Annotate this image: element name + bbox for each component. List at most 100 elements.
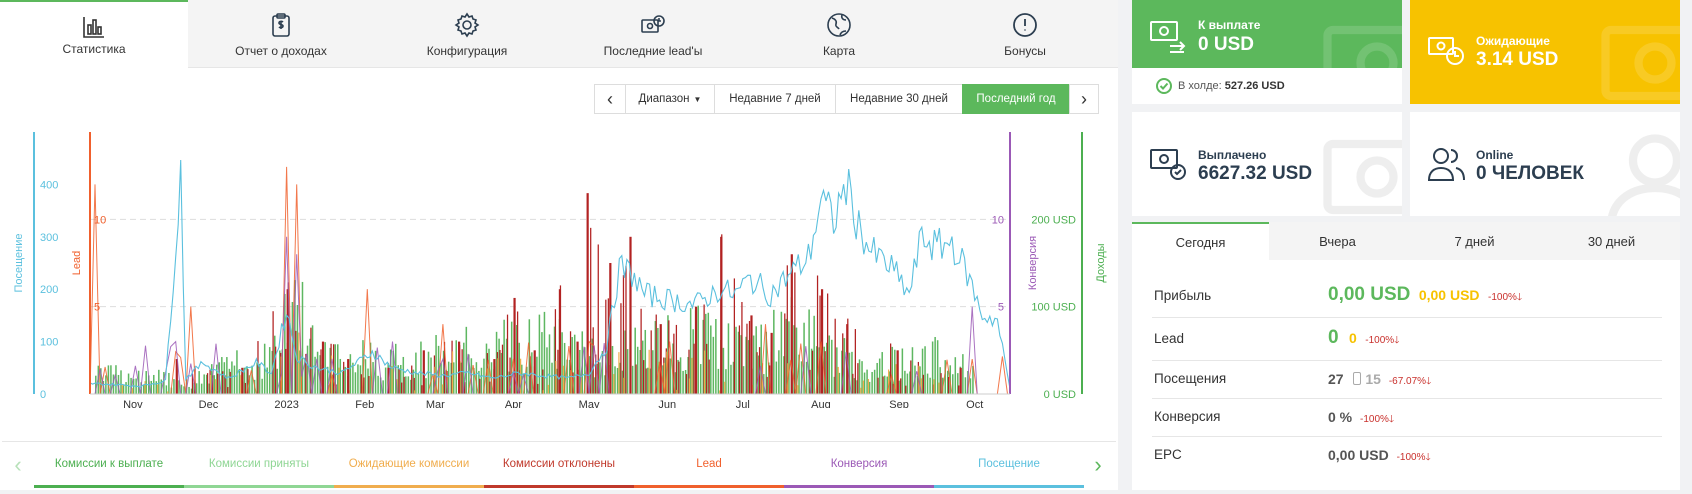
earnings-bar bbox=[904, 370, 906, 394]
legend-item[interactable]: Lead bbox=[634, 442, 784, 488]
rejected-bar bbox=[675, 324, 678, 394]
earnings-bar bbox=[180, 384, 183, 394]
rejected-bar bbox=[272, 311, 274, 394]
pending-bar bbox=[167, 391, 169, 394]
earnings-bar bbox=[740, 335, 742, 394]
range-30-days-button[interactable]: Недавние 30 дней bbox=[835, 84, 963, 114]
tab-label: Последние lead'ы bbox=[603, 44, 703, 58]
pending-bar bbox=[131, 388, 134, 394]
pending-value: 3.14 USD bbox=[1476, 49, 1559, 70]
tab-configuration[interactable]: Конфигурация bbox=[374, 0, 560, 68]
rejected-bar bbox=[464, 382, 466, 394]
main-tabs: Статистика Отчет о доходах Конфигурация … bbox=[0, 0, 1118, 69]
earnings-bar bbox=[936, 340, 939, 394]
earnings-bar bbox=[752, 335, 755, 394]
earnings-bar bbox=[946, 370, 949, 394]
arrow-down-icon: 🡓 bbox=[1426, 376, 1432, 387]
tab-30-days[interactable]: 30 дней bbox=[1543, 222, 1680, 260]
rejected-bar bbox=[733, 278, 735, 394]
earnings-bar bbox=[836, 347, 838, 394]
rejected-bar bbox=[678, 361, 680, 394]
conversion-tick: 5 bbox=[998, 302, 1004, 314]
earnings-bar bbox=[289, 323, 291, 394]
range-last-year-button[interactable]: Последний год bbox=[962, 84, 1070, 114]
pending-bar bbox=[451, 351, 454, 394]
hold-label: В холде: bbox=[1178, 80, 1222, 92]
earnings-bar bbox=[274, 335, 276, 394]
online-title: Online bbox=[1476, 148, 1514, 162]
earnings-bar bbox=[848, 352, 851, 394]
online-value: 0 ЧЕЛОВЕК bbox=[1476, 163, 1584, 184]
visits-tick: 400 bbox=[40, 179, 58, 191]
legend-next-button[interactable]: › bbox=[1082, 442, 1114, 488]
earnings-bar bbox=[284, 293, 286, 394]
x-tick: Aug bbox=[811, 399, 831, 408]
legend-item[interactable]: Ожидающие комиссии bbox=[334, 442, 484, 488]
tab-statistics[interactable]: Статистика bbox=[0, 0, 188, 69]
earnings-bar bbox=[392, 350, 394, 394]
range-dropdown[interactable]: Диапазон ▼ bbox=[625, 84, 715, 114]
earnings-bar bbox=[226, 357, 228, 394]
pending-bar bbox=[441, 384, 444, 394]
earnings-bar bbox=[962, 354, 964, 394]
stat-row-lead: Lead 0 0 -100%🡓 bbox=[1152, 318, 1662, 361]
tab-yesterday[interactable]: Вчера bbox=[1269, 222, 1406, 260]
legend-item[interactable]: Комиссии отклонены bbox=[484, 442, 634, 488]
rejected-bar bbox=[659, 324, 662, 394]
pending-bar bbox=[691, 357, 693, 394]
pending-bar bbox=[862, 380, 865, 394]
earnings-bar bbox=[614, 366, 616, 394]
earnings-bar bbox=[944, 360, 946, 394]
tab-today[interactable]: Сегодня bbox=[1132, 222, 1269, 260]
earnings-bar bbox=[304, 357, 306, 394]
earnings-bar bbox=[188, 386, 190, 394]
rejected-bar bbox=[854, 329, 856, 394]
legend-prev-button[interactable]: ‹ bbox=[2, 442, 34, 488]
range-prev-button[interactable]: ‹ bbox=[594, 84, 626, 114]
earnings-bar bbox=[309, 338, 311, 394]
tab-map[interactable]: Карта bbox=[746, 0, 932, 68]
legend-item[interactable]: Конверсия bbox=[784, 442, 934, 488]
rejected-bar bbox=[285, 348, 287, 394]
pending-bar bbox=[618, 352, 620, 394]
pending-bar bbox=[209, 375, 212, 394]
earnings-bar bbox=[601, 351, 604, 394]
legend-item[interactable]: Комиссии к выплате bbox=[34, 442, 184, 488]
earnings-bar bbox=[810, 348, 813, 394]
earnings-bar bbox=[518, 342, 521, 394]
legend-item[interactable]: Посещение bbox=[934, 442, 1084, 488]
pending-bar bbox=[676, 389, 678, 394]
range-7-days-button[interactable]: Недавние 7 дней bbox=[714, 84, 836, 114]
rejected-bar bbox=[609, 263, 612, 394]
x-tick: Jul bbox=[736, 399, 750, 408]
pending-bar bbox=[240, 375, 242, 394]
rejected-bar bbox=[625, 265, 627, 394]
earnings-bar bbox=[223, 362, 226, 394]
visits-axis-title: Посещение bbox=[13, 233, 25, 292]
pending-bar bbox=[542, 390, 544, 394]
rejected-bar bbox=[360, 374, 362, 394]
earnings-bar bbox=[642, 340, 644, 394]
earnings-bar bbox=[276, 368, 279, 394]
users-icon bbox=[1427, 148, 1465, 181]
earnings-bar bbox=[319, 355, 321, 394]
range-next-button[interactable]: › bbox=[1069, 84, 1099, 114]
stat-change: -100%🡓 bbox=[1360, 414, 1394, 425]
rejected-bar bbox=[257, 341, 259, 394]
tab-bonuses[interactable]: Бонусы bbox=[932, 0, 1118, 68]
tab-recent-leads[interactable]: Последние lead'ы bbox=[560, 0, 746, 68]
gear-icon bbox=[454, 12, 480, 38]
rejected-bar bbox=[824, 351, 826, 394]
rejected-bar bbox=[347, 359, 350, 394]
tab-7-days[interactable]: 7 дней bbox=[1406, 222, 1543, 260]
tab-label: Бонусы bbox=[1004, 44, 1046, 58]
legend-item[interactable]: Комиссии приняты bbox=[184, 442, 334, 488]
earnings-bar bbox=[231, 361, 233, 394]
rejected-bar bbox=[940, 373, 942, 394]
earnings-bar bbox=[455, 340, 457, 394]
earnings-bar bbox=[405, 376, 407, 394]
earnings-tick: 0 USD bbox=[1044, 389, 1076, 401]
tab-income-report[interactable]: Отчет о доходах bbox=[188, 0, 374, 68]
